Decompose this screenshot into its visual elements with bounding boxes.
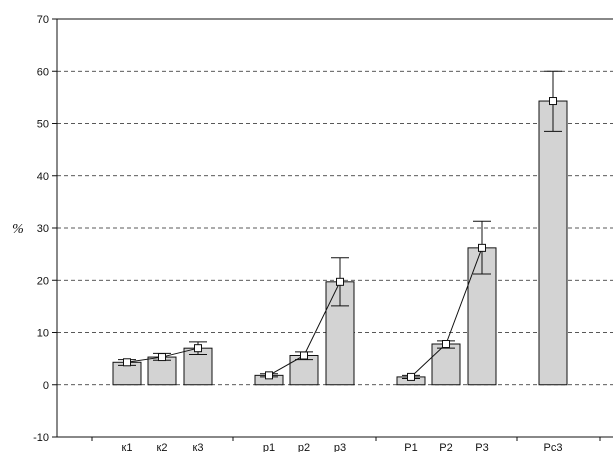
- mean-marker: [407, 372, 415, 381]
- mean-marker: [158, 353, 166, 362]
- bar-Р2: [431, 343, 461, 386]
- x-tick-label: к1: [122, 442, 133, 452]
- y-tick-label: 50: [37, 119, 49, 131]
- y-tick-label: 0: [43, 380, 49, 392]
- y-tick-label: 70: [37, 14, 49, 26]
- x-tick-label: р2: [298, 442, 310, 452]
- y-tick-label: 40: [37, 171, 49, 183]
- x-tick-label: к2: [157, 442, 168, 452]
- y-tick-label: 30: [37, 223, 49, 235]
- y-tick-label: 10: [37, 328, 49, 340]
- x-tick-label: Р1: [404, 442, 417, 452]
- x-tick-label: Рс3: [544, 442, 563, 452]
- x-tick-label: Р3: [475, 442, 488, 452]
- mean-marker: [300, 351, 308, 360]
- y-axis-label: %: [12, 222, 24, 237]
- mean-marker: [442, 339, 450, 348]
- y-tick-label: 20: [37, 275, 49, 287]
- y-tick-label: 60: [37, 66, 49, 78]
- x-tick-label: р3: [334, 442, 346, 452]
- bar-к3: [183, 347, 213, 386]
- mean-marker: [194, 344, 202, 353]
- bar-к2: [147, 356, 177, 386]
- x-tick-label: р1: [263, 442, 275, 452]
- mean-marker: [549, 97, 557, 106]
- x-tick-label: к3: [193, 442, 204, 452]
- y-tick-label: -10: [33, 432, 49, 444]
- bar-Рс3: [538, 100, 568, 386]
- mean-marker: [123, 358, 131, 367]
- mean-marker: [265, 371, 273, 380]
- x-tick-label: Р2: [439, 442, 452, 452]
- mean-marker: [478, 243, 486, 252]
- mean-marker: [336, 277, 344, 286]
